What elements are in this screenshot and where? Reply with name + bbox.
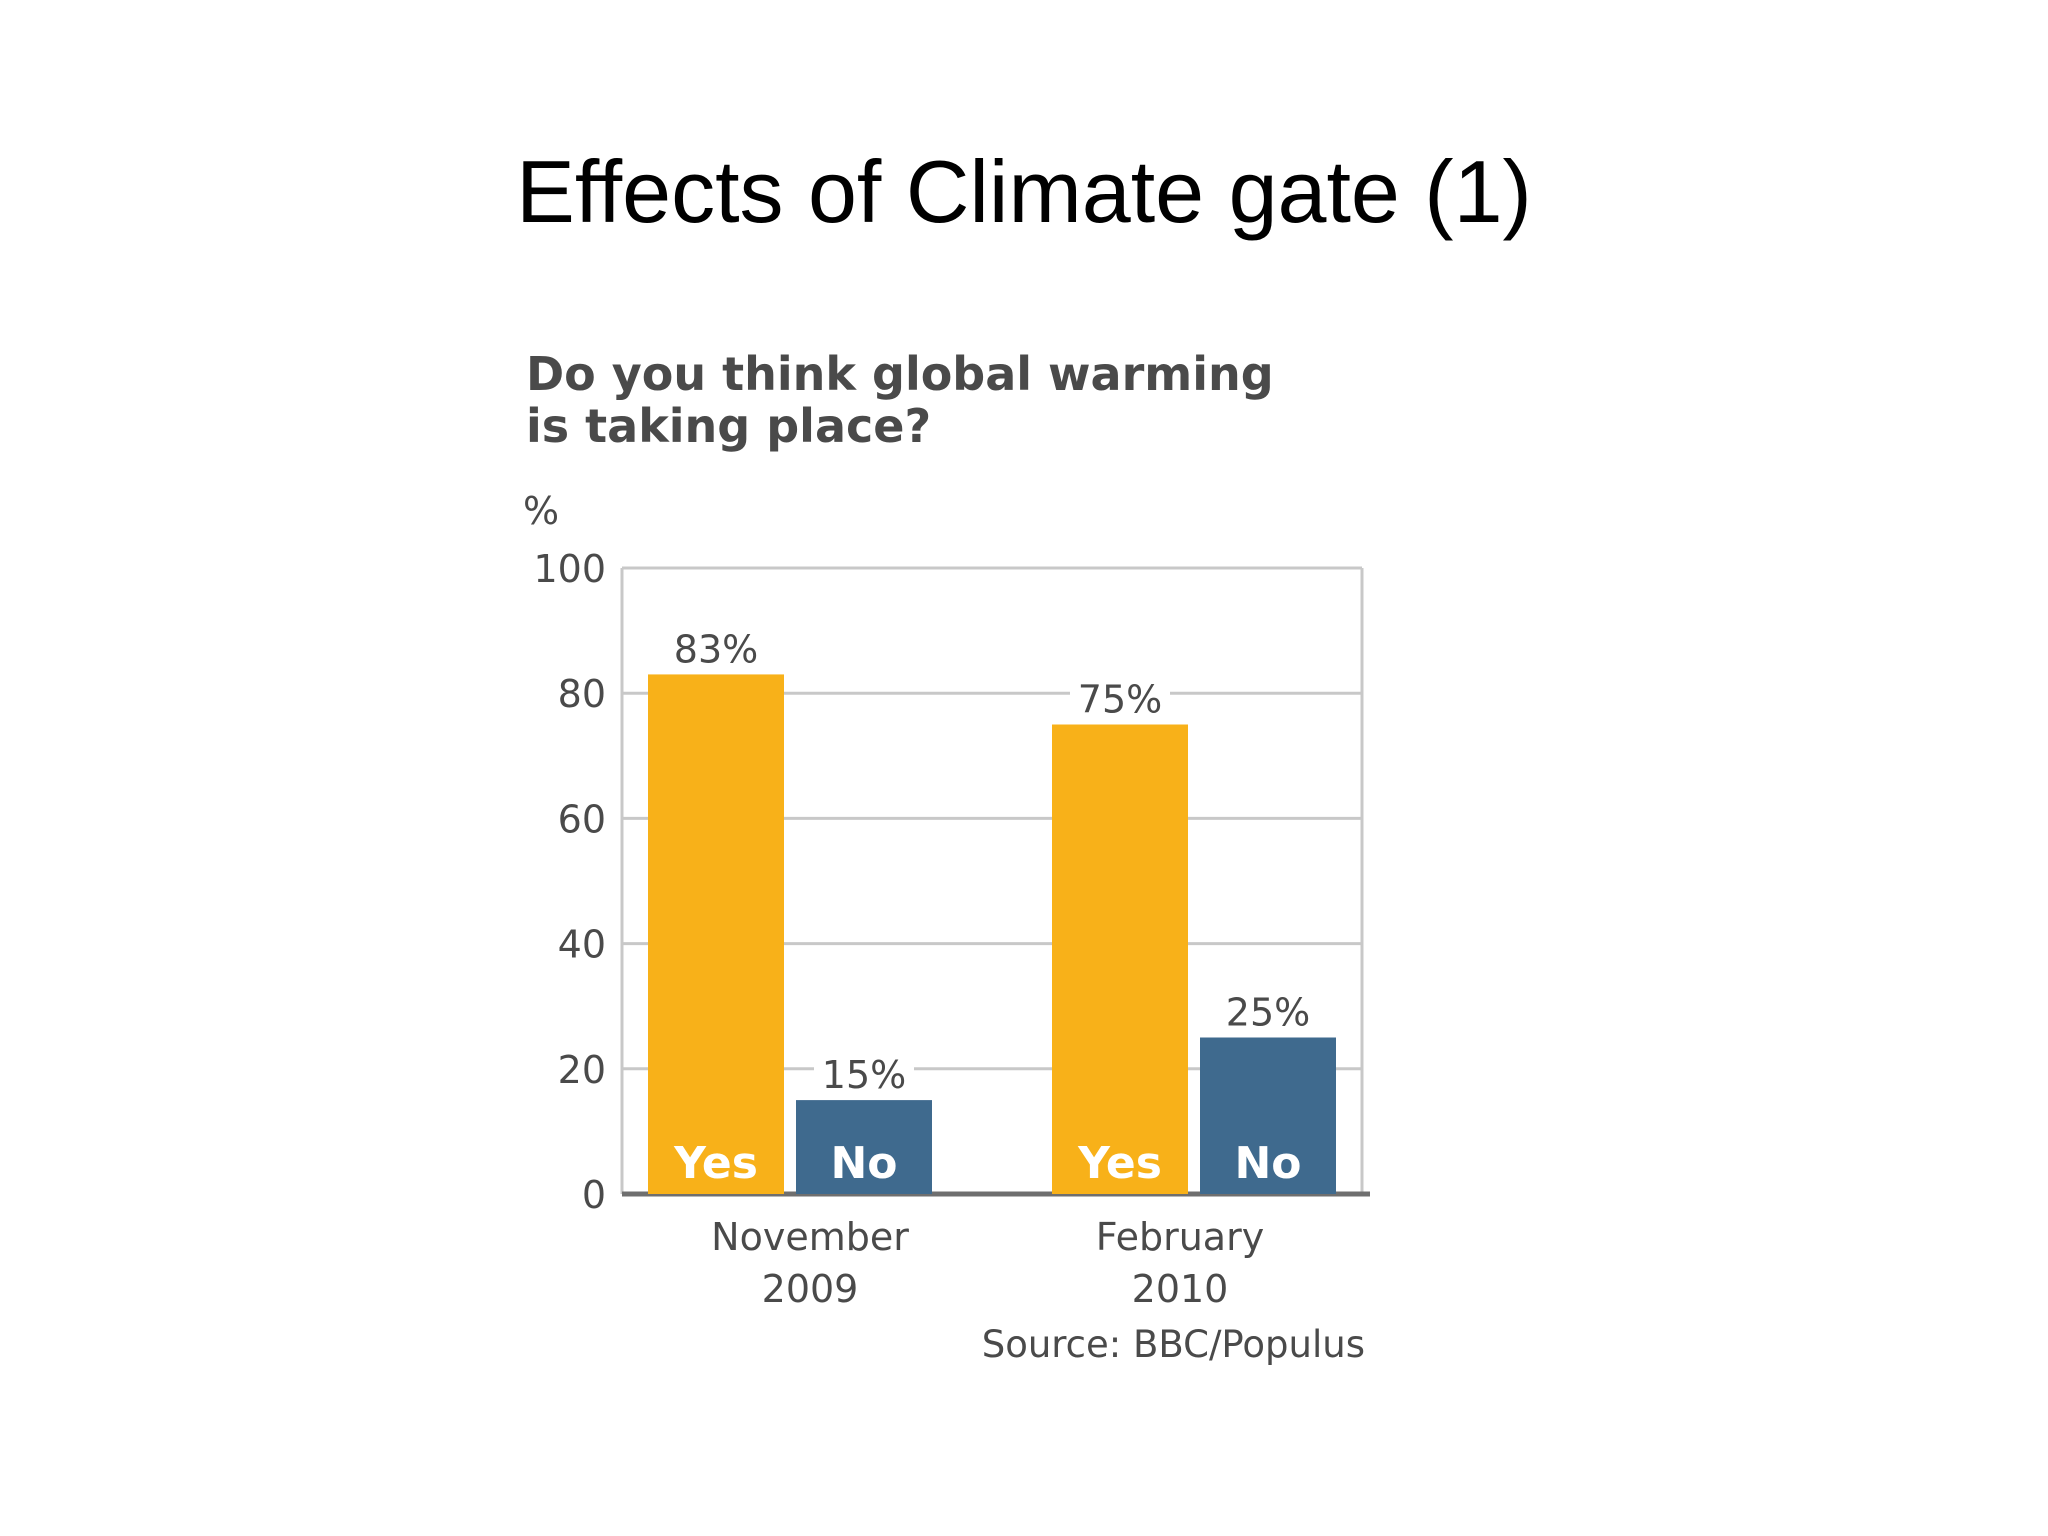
value-label-backing [666,626,766,669]
bar-yes-1 [1052,724,1188,1194]
bar-series-label: Yes [1077,1138,1162,1189]
y-tick-label: 100 [533,547,606,591]
y-axis-unit-label: % [523,489,559,533]
chart-title-line-1: Do you think global warming [526,347,1274,401]
bar-no-0 [796,1100,932,1194]
chart-title-line-2: is taking place? [526,399,931,453]
labels: 0 20 40 60 80 100 83% Yes 15% No November 2009 75% Ye… [533,547,1318,1311]
y-tick-label: 40 [558,923,606,967]
x-category-label: 2010 [1132,1267,1229,1311]
bar-series-label: No [1234,1138,1301,1189]
y-tick-label: 80 [558,672,606,716]
value-label-backing [1070,676,1170,719]
x-category-label: 2009 [762,1267,859,1311]
bars [648,674,1336,1194]
bar-yes-0 [648,674,784,1194]
value-label-backing [1218,989,1318,1032]
x-category-label: November [711,1215,909,1259]
y-tick-label: 0 [582,1173,606,1217]
value-label: 75% [1078,678,1162,722]
bar-series-label: No [830,1138,897,1189]
chart-source: Source: BBC/Populus [982,1323,1365,1366]
slide-title: Effects of Climate gate (1) [516,142,1532,241]
value-label: 25% [1226,991,1310,1035]
y-tick-label: 60 [558,797,606,841]
y-tick-label: 20 [558,1048,606,1092]
value-label: 15% [822,1053,906,1097]
bar-series-label: Yes [673,1138,758,1189]
value-label-backing [814,1052,914,1095]
x-category-label: February [1096,1215,1264,1259]
value-label: 83% [674,627,758,671]
bar-no-1 [1200,1037,1336,1194]
